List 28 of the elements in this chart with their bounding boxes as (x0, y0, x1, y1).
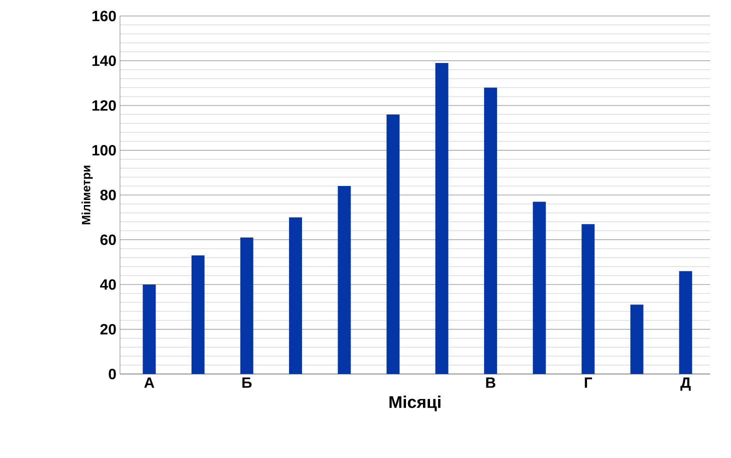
bar (289, 217, 302, 374)
bar (679, 271, 692, 374)
y-tick-label: 120 (92, 100, 116, 111)
x-tick-label: А (144, 378, 154, 388)
bar (192, 255, 205, 374)
y-tick-label: 140 (92, 55, 116, 66)
x-axis-title: Місяці (390, 396, 440, 412)
y-tick-label: 160 (92, 10, 116, 22)
x-tick-label: Г (584, 378, 592, 388)
bar (386, 114, 400, 374)
y-tick-label: 40 (100, 279, 116, 290)
bar (338, 186, 351, 374)
y-tick-label: 0 (108, 368, 116, 380)
y-tick-label: 100 (92, 144, 116, 156)
y-tick-label: 20 (100, 324, 116, 335)
x-tick-label: Д (680, 378, 691, 391)
y-axis-title: Міліметри (82, 166, 93, 224)
bar (484, 88, 498, 374)
y-tick-label: 60 (100, 234, 116, 246)
y-tick-label: 80 (100, 190, 116, 200)
bar (142, 284, 156, 374)
bar (532, 202, 546, 374)
x-tick-label: В (486, 378, 496, 388)
bar (630, 304, 644, 374)
bar (240, 238, 254, 374)
x-tick-label: Б (242, 378, 252, 388)
bar (582, 224, 595, 374)
bar (435, 62, 448, 374)
